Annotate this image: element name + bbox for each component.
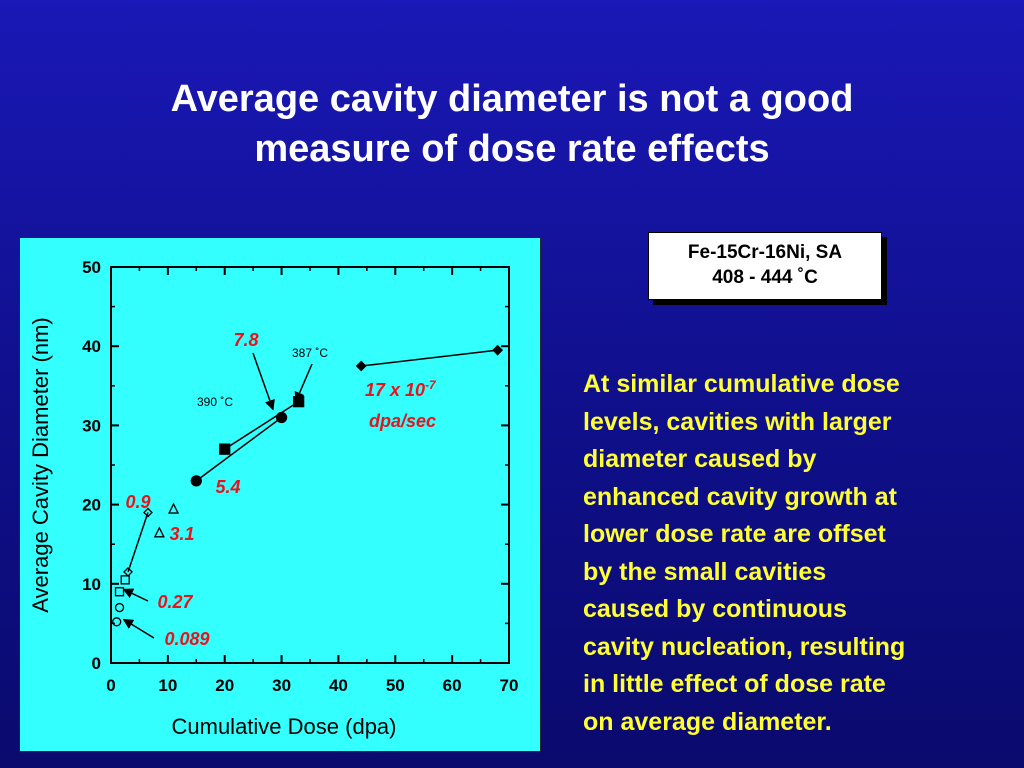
series-triangle-open bbox=[153, 502, 180, 538]
material-label-line-1: Fe-15Cr-16Ni, SA bbox=[687, 242, 843, 263]
annotation-17e-7-main: 17 x 10 bbox=[365, 380, 425, 400]
data-point bbox=[114, 587, 125, 597]
data-point bbox=[355, 360, 367, 372]
series-diamond-filled bbox=[355, 344, 504, 372]
chart-panel: 0 10 20 30 40 50 60 70 0 10 20 30 40 50 7.8 387 ˚C 39… bbox=[19, 237, 541, 752]
data-point bbox=[123, 567, 133, 577]
series-square-open bbox=[114, 575, 130, 597]
material-label-box: Fe-15Cr-16Ni, SA 408 - 444 ˚C bbox=[648, 232, 882, 300]
annotation-arrow bbox=[122, 618, 155, 639]
annotation-5-4: 5.4 bbox=[215, 477, 240, 497]
y-tick-label: 50 bbox=[82, 258, 101, 277]
y-tick-label: 30 bbox=[82, 416, 101, 435]
explanation-text: At similar cumulative dose levels, cavit… bbox=[583, 366, 1003, 741]
x-tick-label: 20 bbox=[215, 676, 234, 695]
body-line-6: by the small cavities bbox=[583, 557, 827, 586]
x-tick-label: 60 bbox=[443, 676, 462, 695]
x-tick-label: 40 bbox=[329, 676, 348, 695]
y-axis-label: Average Cavity Diameter (nm) bbox=[28, 317, 53, 612]
y-tick-label: 10 bbox=[82, 575, 101, 594]
data-point bbox=[112, 617, 122, 627]
annotation-3-1: 3.1 bbox=[169, 524, 194, 544]
material-label-line-2: 408 - 444 ˚C bbox=[712, 267, 818, 288]
series-line bbox=[361, 349, 498, 367]
x-axis-label: Cumulative Dose (dpa) bbox=[172, 714, 397, 739]
cavity-diameter-chart: 0 10 20 30 40 50 60 70 0 10 20 30 40 50 7.8 387 ˚C 39… bbox=[28, 258, 518, 739]
y-tick-label: 40 bbox=[82, 337, 101, 356]
data-point bbox=[143, 507, 153, 518]
annotation-arrow bbox=[294, 363, 313, 403]
body-line-1: At similar cumulative dose bbox=[583, 370, 900, 398]
annotation-0-9: 0.9 bbox=[125, 492, 150, 512]
annotation-arrow bbox=[122, 588, 149, 602]
data-point bbox=[292, 395, 305, 408]
annotation-0-089: 0.089 bbox=[164, 629, 209, 649]
series-circle-filled bbox=[190, 411, 288, 487]
title-line-2: measure of dose rate effects bbox=[254, 128, 770, 170]
annotation-arrow bbox=[252, 352, 275, 411]
annotation-dpa-sec: dpa/sec bbox=[369, 411, 436, 431]
title-line-1: Average cavity diameter is not a good bbox=[170, 78, 854, 120]
x-tick-label: 50 bbox=[386, 676, 405, 695]
x-tick-label: 70 bbox=[500, 676, 519, 695]
series-circle-open bbox=[112, 602, 125, 627]
x-tick-label: 0 bbox=[106, 676, 115, 695]
data-point bbox=[114, 602, 125, 613]
data-point bbox=[219, 443, 231, 455]
data-point bbox=[190, 475, 202, 487]
y-tick-label: 0 bbox=[92, 654, 101, 673]
annotation-390c: 390 ˚C bbox=[197, 395, 233, 409]
x-tick-label: 10 bbox=[158, 676, 177, 695]
body-line-5: lower dose rate are offset bbox=[583, 520, 886, 548]
data-point bbox=[153, 526, 165, 538]
series-line bbox=[127, 512, 149, 573]
series-line bbox=[224, 401, 300, 450]
annotations: 7.8 387 ˚C 390 ˚C 17 x 10-7 dpa/sec 5.4 … bbox=[122, 330, 437, 649]
series-line bbox=[195, 416, 283, 482]
body-line-10: on average diameter. bbox=[583, 707, 832, 736]
annotation-387c: 387 ˚C bbox=[292, 346, 328, 360]
data-series bbox=[112, 344, 504, 627]
x-tick-label: 30 bbox=[272, 676, 291, 695]
body-line-9: in little effect of dose rate bbox=[583, 670, 886, 698]
body-line-3: diameter caused by bbox=[583, 445, 817, 473]
annotation-17e-7-sup: -7 bbox=[425, 378, 437, 392]
series-diamond-open bbox=[123, 507, 153, 577]
y-tick-label: 20 bbox=[82, 496, 101, 515]
body-line-4: enhanced cavity growth at bbox=[583, 482, 897, 511]
body-line-8: cavity nucleation, resulting bbox=[583, 632, 906, 661]
body-line-2: levels, cavities with larger bbox=[583, 407, 892, 436]
data-point bbox=[492, 344, 504, 356]
body-line-7: caused by continuous bbox=[583, 595, 847, 623]
annotation-17e-7: 17 x 10-7 bbox=[365, 378, 437, 400]
annotation-0-27: 0.27 bbox=[157, 592, 193, 612]
slide-title: Average cavity diameter is not a good me… bbox=[0, 74, 1024, 174]
data-point bbox=[120, 575, 130, 585]
annotation-7-8: 7.8 bbox=[233, 330, 258, 350]
data-point bbox=[167, 502, 180, 514]
axis-ticks: 0 10 20 30 40 50 60 70 0 10 20 30 40 50 bbox=[82, 258, 518, 695]
